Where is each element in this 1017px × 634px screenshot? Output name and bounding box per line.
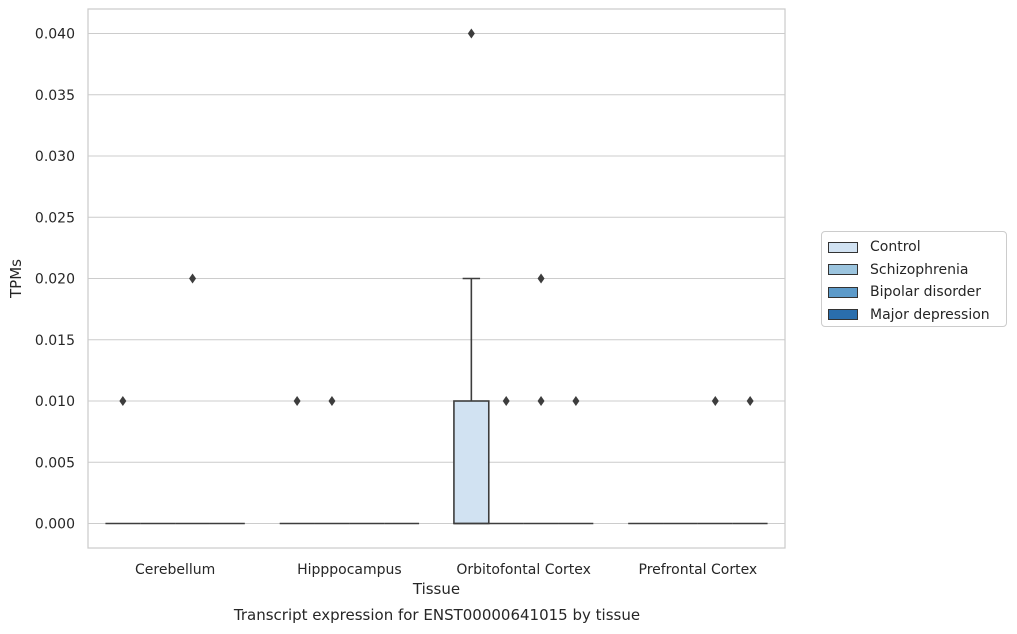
outlier-point (537, 396, 545, 406)
y-tick-label: 0.005 (35, 455, 75, 471)
outlier-point (467, 28, 475, 39)
box-schizophrenia (314, 396, 350, 525)
plot-frame (87, 8, 786, 549)
box-control (105, 396, 141, 525)
x-tick-label: Hipppocampus (297, 562, 402, 578)
box-layer (105, 28, 768, 525)
x-tick-labels: Cerebellum Hipppocampus Orbitofontal Corte… (135, 562, 757, 578)
legend-label: Major depression (870, 306, 990, 323)
legend-label: Control (870, 239, 921, 256)
outlier-point (293, 396, 301, 406)
box-schizophrenia (488, 396, 524, 525)
outlier-point (189, 273, 197, 284)
box-bipolar-disorder (697, 396, 733, 525)
y-tick-label: 0.025 (35, 210, 75, 226)
box-control (279, 396, 315, 525)
grid-lines (88, 32, 785, 525)
y-tick-label: 0.030 (35, 149, 75, 165)
legend-swatch (828, 286, 858, 298)
box-body (453, 400, 490, 525)
outlier-point (328, 396, 336, 406)
y-tick-label: 0.040 (35, 27, 75, 43)
y-tick-label: 0.010 (35, 394, 75, 410)
outlier-point (572, 396, 580, 406)
legend-label: Bipolar disorder (870, 284, 982, 301)
x-axis-label: Tissue (412, 580, 460, 598)
outlier-point (502, 396, 510, 406)
x-tick-label: Cerebellum (135, 562, 215, 578)
y-tick-label: 0.000 (35, 517, 75, 533)
box-major-depression (732, 396, 768, 525)
box-control (453, 28, 490, 525)
box-bipolar-disorder (175, 273, 210, 525)
outlier-point (537, 273, 545, 284)
legend-swatch (828, 241, 858, 253)
legend-label: Schizophrenia (870, 261, 969, 278)
legend-item-bipolar-disorder: Bipolar disorder (828, 281, 1006, 304)
x-tick-label: Prefrontal Cortex (639, 562, 758, 578)
box-bipolar-disorder (523, 273, 559, 525)
legend-item-schizophrenia: Schizophrenia (828, 259, 1006, 282)
legend-item-control: Control (828, 236, 1006, 259)
chart-caption: Transcript expression for ENST0000064101… (233, 606, 641, 624)
y-tick-labels: 0.000 0.005 0.010 0.015 0.020 0.025 0.030 0.035… (35, 27, 75, 533)
legend-swatch (828, 264, 858, 276)
outlier-point (119, 396, 127, 406)
box-major-depression (558, 396, 594, 525)
y-tick-label: 0.015 (35, 333, 75, 349)
outlier-point (711, 396, 719, 406)
outlier-point (746, 396, 754, 406)
y-tick-label: 0.020 (35, 272, 75, 288)
y-tick-label: 0.035 (35, 88, 75, 104)
x-tick-label: Orbitofontal Cortex (456, 562, 591, 578)
legend-swatch (828, 309, 858, 321)
legend: Control Schizophrenia Bipolar disorder M… (821, 231, 1007, 327)
legend-item-major-depression: Major depression (828, 304, 1006, 327)
y-axis-label: TPMs (7, 259, 25, 299)
